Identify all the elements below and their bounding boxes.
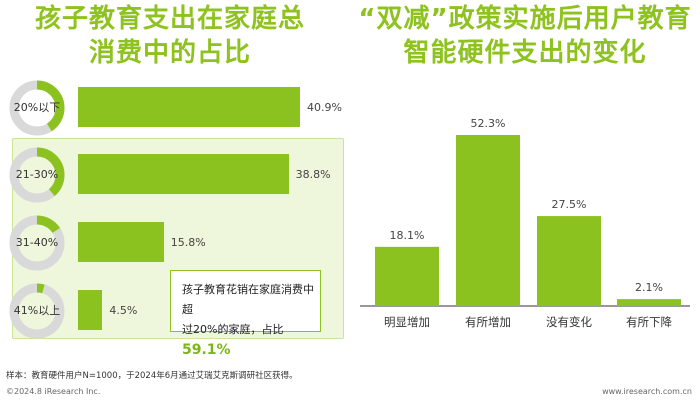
hbar-row: 21-30% 38.8% (0, 145, 345, 205)
right-chart-title: “双减”政策实施后用户教育 智能硬件支出的变化 (355, 2, 695, 70)
donut-arc (9, 147, 65, 203)
category-label: 有所下降 (626, 315, 672, 329)
callout-box: 孩子教育花销在家庭消费中超 过20%的家庭，占比 59.1% (170, 270, 321, 358)
vbar (375, 246, 439, 306)
footer-copyright: ©2024.8 iResearch Inc. (6, 387, 101, 396)
category-label: 没有变化 (546, 315, 592, 329)
footer-url: www.iresearch.com.cn (602, 387, 692, 396)
value-label: 27.5% (552, 198, 587, 211)
left-title-line-2: 消费中的占比 (88, 38, 251, 68)
left-chart-title: 孩子教育支出在家庭总 消费中的占比 (20, 2, 320, 70)
callout-line-2-text: 过20%的家庭，占比 (182, 323, 284, 336)
left-title-line-1: 孩子教育支出在家庭总 (34, 4, 305, 34)
hbar (78, 154, 289, 194)
value-label: 52.3% (471, 117, 506, 130)
donut-marker (9, 283, 65, 339)
right-title-line-1: “双减”政策实施后用户教育 (358, 4, 692, 34)
donut-arc (9, 283, 65, 339)
category-label: 有所增加 (465, 315, 511, 329)
value-label: 18.1% (390, 229, 425, 242)
right-title-line-2: 智能硬件支出的变化 (403, 38, 647, 68)
callout-highlight: 59.1% (182, 342, 231, 358)
category-label: 20%以下 (13, 101, 61, 114)
donut-arc (9, 80, 65, 136)
hbar (78, 290, 103, 330)
vbar (456, 135, 520, 306)
vbar (537, 216, 601, 306)
value-label: 38.8% (295, 168, 331, 181)
category-label: 31-40% (15, 236, 59, 249)
footer-note: 样本：教育硬件用户N=1000，于2024年6月通过艾瑞艾克斯调研社区获得。 (6, 371, 298, 381)
donut-marker (9, 80, 65, 136)
hbar-row: 41%以上 4.5% (0, 281, 345, 341)
hbar (78, 87, 300, 127)
callout-line-1: 孩子教育花销在家庭消费中超 (182, 283, 314, 316)
value-label: 4.5% (109, 304, 138, 317)
value-label: 2.1% (635, 281, 663, 294)
value-label: 40.9% (307, 101, 342, 114)
value-label: 15.8% (170, 236, 206, 249)
donut-marker (9, 215, 65, 271)
hbar-row: 31-40% 15.8% (0, 213, 345, 273)
vertical-bar-chart: 18.1% 明显增加 52.3% 有所增加 27.5% 没有变化 2.1% 有所下降 (360, 117, 690, 329)
category-label: 21-30% (15, 168, 59, 181)
donut-arc (9, 215, 65, 271)
callout-line-2: 过20%的家庭，占比 59.1% (182, 320, 320, 361)
hbar-row: 20%以下 40.9% (0, 78, 345, 138)
vbar (617, 299, 681, 306)
category-label: 41%以上 (13, 304, 61, 317)
donut-marker (9, 147, 65, 203)
category-label: 明显增加 (384, 315, 430, 329)
hbar (78, 222, 164, 262)
